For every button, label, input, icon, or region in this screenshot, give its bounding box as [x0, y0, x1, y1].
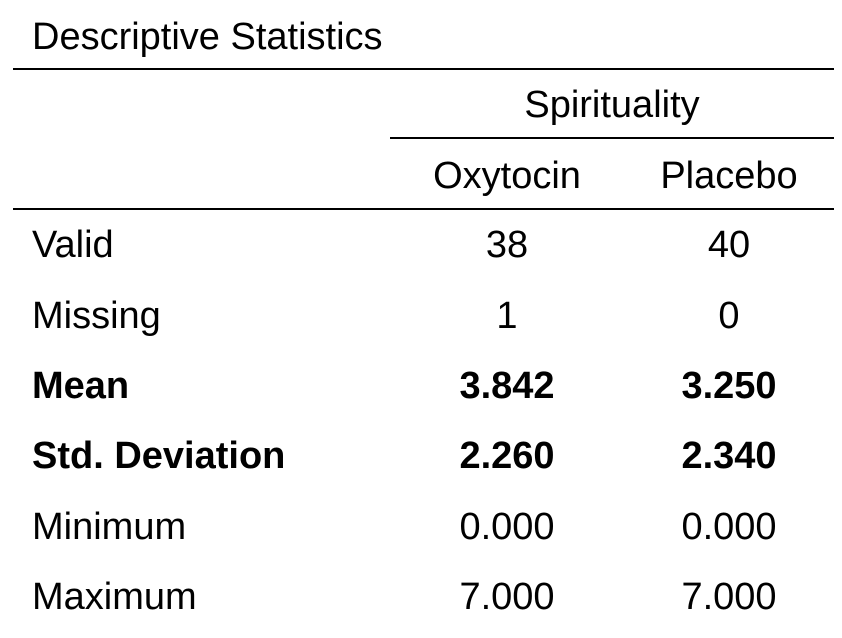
table-row-std-deviation: Std. Deviation 2.260 2.340	[0, 421, 842, 491]
header-bottom-rule	[13, 208, 834, 210]
cell-oxytocin: 7.000	[459, 576, 555, 618]
cell-placebo: 3.250	[681, 365, 777, 407]
cell-oxytocin: 0.000	[459, 506, 555, 548]
cell-placebo: 2.340	[681, 435, 777, 477]
cell-oxytocin: 1	[496, 295, 518, 337]
column-header-placebo: Placebo	[660, 155, 798, 197]
row-label: Maximum	[32, 576, 197, 618]
cell-placebo: 0.000	[681, 506, 777, 548]
cell-oxytocin: 3.842	[459, 365, 555, 407]
table-row-missing: Missing 1 0	[0, 281, 842, 351]
table-row-valid: Valid 38 40	[0, 210, 842, 280]
cell-placebo: 40	[707, 224, 751, 266]
row-label: Minimum	[32, 506, 187, 548]
cell-oxytocin: 38	[485, 224, 529, 266]
table-title: Descriptive Statistics	[32, 16, 383, 58]
cell-placebo: 7.000	[681, 576, 777, 618]
row-label: Std. Deviation	[32, 435, 286, 477]
column-header-oxytocin: Oxytocin	[433, 155, 581, 197]
table-row-mean: Mean 3.842 3.250	[0, 351, 842, 421]
row-label: Valid	[32, 224, 114, 266]
top-rule	[13, 68, 834, 70]
table-row-minimum: Minimum 0.000 0.000	[0, 492, 842, 562]
row-label: Mean	[32, 365, 130, 407]
table-row-maximum: Maximum 7.000 7.000	[0, 562, 842, 632]
group-header-rule	[390, 137, 834, 139]
group-header-spirituality: Spirituality	[524, 84, 700, 126]
row-label: Missing	[32, 295, 161, 337]
cell-oxytocin: 2.260	[459, 435, 555, 477]
cell-placebo: 0	[718, 295, 740, 337]
